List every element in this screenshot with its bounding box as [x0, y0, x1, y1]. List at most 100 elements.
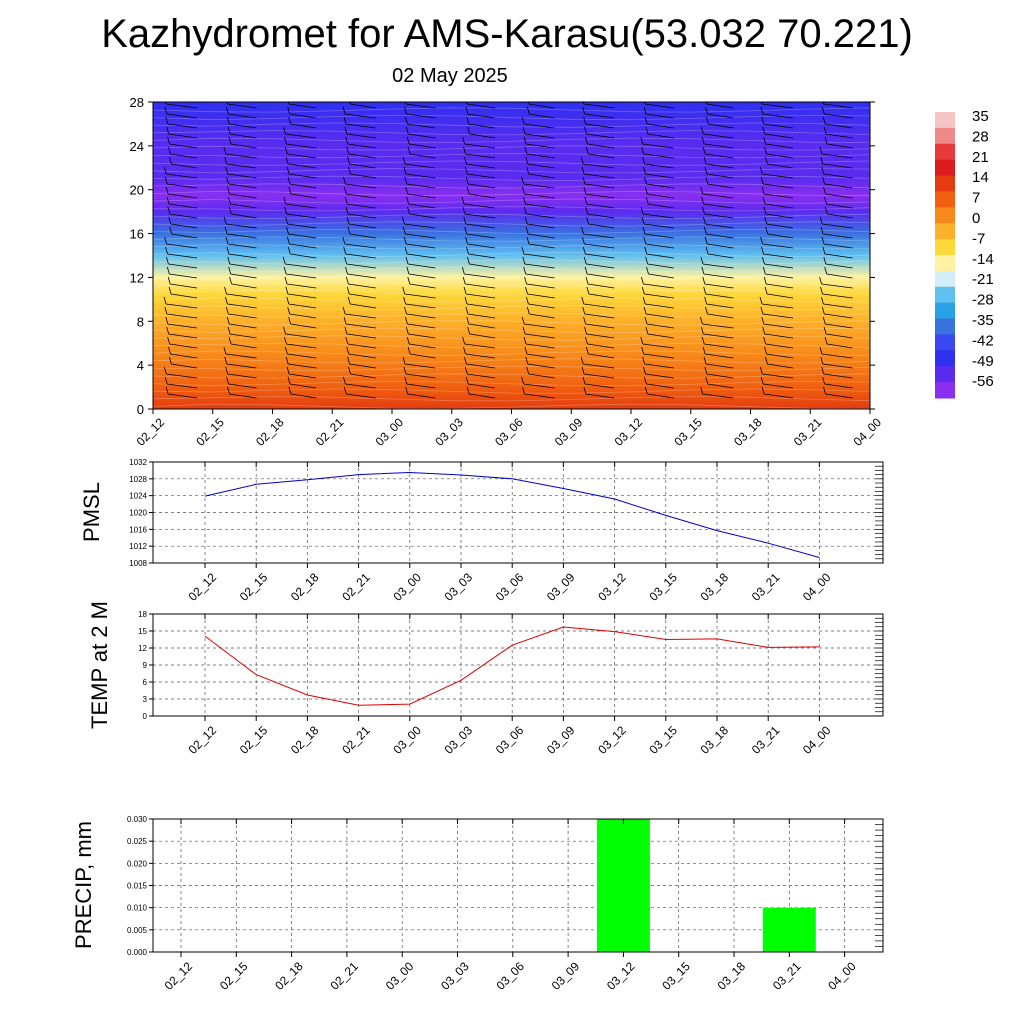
wind-barb [408, 273, 436, 279]
wind-barb-feather [285, 356, 289, 365]
wind-barb [287, 153, 317, 159]
wind-barb [707, 383, 734, 389]
x-tick-label: 03_00 [390, 723, 424, 757]
wind-barb [290, 193, 317, 199]
wind-barb [169, 213, 198, 219]
wind-barb-feather [286, 166, 290, 175]
x-tick-label: 03_18 [731, 415, 765, 449]
wind-barb-feather [346, 286, 350, 295]
colorbar-box [935, 207, 955, 224]
wind-barb-feather [703, 226, 707, 235]
wind-barb [646, 123, 674, 129]
wind-barb [525, 133, 555, 139]
wind-barb-feather [703, 156, 707, 165]
wind-barb [286, 213, 317, 219]
contour-line [153, 206, 870, 212]
wind-barb-feather [701, 266, 705, 275]
wind-barb-feather [285, 286, 289, 295]
wind-barb [466, 363, 496, 369]
wind-barb-feather [765, 226, 769, 235]
wind-barb [587, 213, 615, 219]
wind-barb [707, 113, 734, 119]
wind-barb-feather [644, 186, 648, 195]
wind-barb [230, 133, 257, 139]
wind-barb [585, 323, 615, 329]
wind-barb [227, 373, 257, 379]
wind-barb [406, 113, 436, 119]
wind-barb-feather [643, 366, 646, 375]
page-title: Kazhydromet for AMS-Karasu(53.032 70.221… [101, 12, 913, 56]
wind-barb [464, 343, 496, 349]
wind-barb [587, 273, 615, 279]
wind-barb-feather [347, 356, 350, 365]
wind-barb [644, 293, 674, 299]
wind-barb-feather [225, 106, 229, 115]
x-tick-label: 03_15 [671, 415, 705, 449]
wind-barb [226, 293, 257, 299]
wind-barb-feather [345, 266, 348, 275]
colorbar-label: 0 [972, 210, 980, 227]
wind-barb-feather [287, 176, 291, 185]
wind-barb-feather [526, 296, 529, 305]
wind-barb [468, 183, 496, 189]
wind-barb-feather [586, 216, 589, 225]
contour-line [153, 380, 870, 387]
wind-barb [707, 243, 734, 249]
wind-barb [286, 273, 317, 279]
wind-barb-feather [463, 286, 467, 295]
wind-barb-feather [406, 336, 410, 345]
wind-barb-feather [287, 246, 291, 255]
wind-barb-feather [166, 126, 170, 135]
colorbar-box [935, 302, 955, 320]
wind-barb-feather [761, 186, 765, 195]
x-tick-label: 03_12 [595, 723, 629, 757]
wind-barb [703, 203, 734, 209]
wind-barb [345, 323, 376, 329]
wind-barb-feather [285, 216, 288, 225]
wind-barb [585, 193, 615, 199]
wind-barb [528, 103, 555, 109]
y-tick-label: 0 [137, 402, 144, 417]
wind-barb-feather [168, 346, 171, 355]
wind-barb [404, 293, 436, 299]
wind-barb [229, 393, 257, 399]
wind-barb-feather [822, 376, 825, 385]
wind-barb-feather [526, 306, 530, 315]
wind-barb-feather [762, 126, 766, 135]
wind-barb [231, 283, 257, 289]
wind-barb-feather [585, 346, 589, 355]
wind-barb [171, 363, 198, 369]
wind-barb [408, 133, 436, 139]
wind-barb-feather [643, 236, 647, 245]
colorbar-box [935, 255, 955, 272]
x-tick-label: 03_12 [595, 570, 629, 604]
wind-barb-feather [700, 386, 704, 395]
wind-barb-feather [700, 126, 704, 135]
wind-barb-feather [819, 276, 822, 285]
wind-barb [168, 393, 198, 399]
contour-line [153, 228, 870, 235]
wind-barb-feather [287, 306, 291, 315]
x-tick-label: 03_21 [749, 570, 783, 604]
wind-barb [766, 153, 794, 159]
wind-barb [166, 313, 198, 319]
colorbar-label: 21 [972, 149, 989, 166]
x-tick-label: 03_12 [604, 959, 638, 993]
wind-barb-feather [169, 226, 173, 235]
wind-barb [407, 193, 436, 199]
wind-barb [345, 113, 376, 119]
wind-barb [703, 333, 734, 339]
contour-line [153, 289, 870, 295]
wind-barb-feather [705, 306, 708, 315]
wind-barb-feather [406, 266, 410, 275]
wind-barb [166, 243, 198, 249]
wind-barb-feather [823, 126, 827, 135]
wind-barb-feather [165, 386, 169, 395]
wind-barb-feather [581, 366, 585, 375]
wind-barb [287, 353, 317, 359]
wind-barb [289, 243, 317, 249]
wind-barb-feather [407, 346, 411, 355]
wind-barb-feather [581, 226, 584, 235]
wind-barb [227, 243, 257, 249]
wind-barb [166, 373, 198, 379]
